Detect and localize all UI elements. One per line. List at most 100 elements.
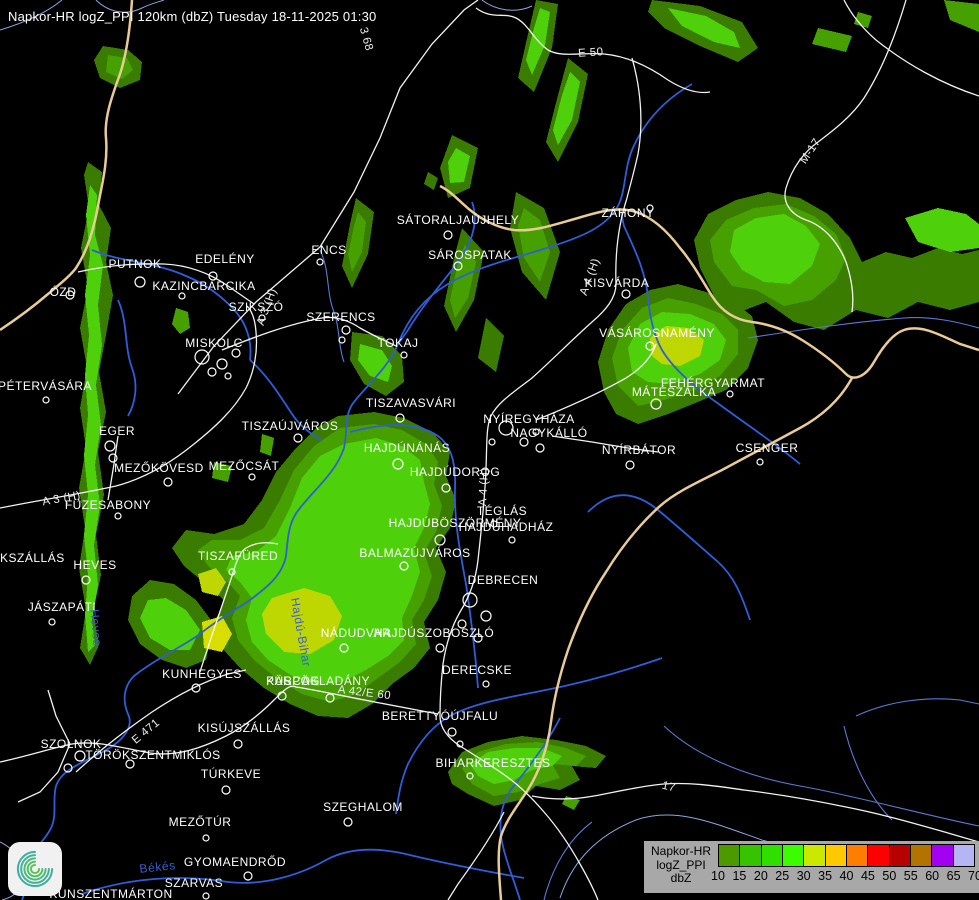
city-marker — [194, 349, 210, 365]
city-marker — [81, 575, 91, 585]
legend-swatch — [889, 845, 911, 866]
city-label: KARCAG — [266, 674, 320, 688]
city-marker — [480, 610, 492, 622]
city-label: HAJDÚNÁNÁS — [364, 440, 450, 455]
city-marker — [224, 372, 232, 380]
city-label: NYÍRBÁTOR — [602, 442, 676, 457]
city-marker — [74, 750, 86, 762]
city-marker — [399, 561, 409, 571]
legend-swatch — [719, 845, 741, 866]
legend-tick: 10 — [711, 869, 725, 883]
city-label: SZIKSZÓ — [229, 299, 284, 314]
city-marker — [645, 341, 655, 351]
legend-tick: 30 — [796, 869, 811, 883]
city-marker — [178, 292, 186, 300]
city-label: KUNHEGYES — [162, 667, 242, 681]
city-marker — [443, 230, 453, 240]
legend-color-scale: 10 15 20 25 30 35 40 45 50 55 60 65 70 — [711, 844, 979, 893]
city-marker — [498, 420, 514, 436]
city-marker — [457, 619, 467, 629]
city-marker — [163, 477, 173, 487]
city-marker — [625, 460, 635, 470]
city-label: EDELÉNY — [195, 251, 255, 266]
city-label: ZÁHONY — [601, 205, 654, 220]
legend-line-product: logZ_PPI — [656, 857, 706, 872]
legend-swatch — [804, 845, 826, 866]
legend-swatch-row — [718, 844, 975, 867]
city-label: MEZŐTÚR — [169, 814, 232, 829]
city-marker — [258, 314, 266, 322]
city-label: ENCS — [311, 243, 346, 257]
road-label: E 50 — [578, 46, 604, 60]
city-marker — [208, 271, 218, 281]
city-marker — [243, 871, 253, 881]
city-label: SZARVAS — [165, 876, 223, 890]
city-label: BALMAZÚJVÁROS — [359, 545, 470, 560]
city-marker — [532, 428, 540, 436]
city-label: MÁTÉSZALKA — [632, 384, 716, 399]
city-marker — [248, 473, 256, 481]
city-marker — [453, 261, 463, 271]
city-label: BIHARKERESZTES — [435, 756, 550, 770]
city-label: SZEGHALOM — [323, 800, 403, 814]
legend-tick: 70 — [968, 869, 979, 883]
city-label: NAGYKÁLLÓ — [510, 425, 587, 440]
city-label: NÁDUDVAR — [321, 625, 391, 640]
city-marker — [231, 348, 241, 358]
legend-tick: 40 — [839, 869, 854, 883]
legend-swatch — [868, 845, 890, 866]
city-label: EGER — [99, 424, 135, 438]
city-marker — [392, 458, 404, 470]
city-marker — [233, 739, 243, 749]
city-marker — [108, 453, 118, 463]
city-marker — [447, 727, 457, 737]
city-marker — [508, 536, 516, 544]
city-label: PÜSPÖKLADÁNY — [266, 673, 370, 688]
legend-tick: 25 — [775, 869, 790, 883]
city-marker — [104, 440, 116, 452]
city-label: HAJDÚHADHÁZ — [459, 519, 554, 534]
legend-swatch — [846, 845, 869, 866]
city-marker — [42, 396, 50, 404]
city-label: KUNSZENTMÁRTON — [49, 886, 172, 900]
region-label: Heves — [87, 609, 104, 647]
city-label: PUTNOK — [108, 257, 161, 271]
legend-tick: 45 — [860, 869, 875, 883]
city-marker — [400, 351, 408, 359]
city-marker — [482, 680, 490, 688]
city-label: DERECSKE — [442, 663, 512, 677]
city-label: VÁSÁROSNAMÉNY — [599, 325, 715, 340]
city-labels: PUTNOK EDELÉNY KAZINCBARCIKA SZIKSZÓ MISKOLC… — [0, 205, 798, 900]
river-lines — [21, 83, 801, 900]
city-marker — [473, 633, 483, 643]
city-marker — [488, 438, 496, 446]
city-marker — [441, 483, 451, 493]
road-labels: 3 68E 50M-17A 3 (H)A 3 (H)A 4 (H)A 4 (H)… — [41, 26, 823, 795]
city-marker — [63, 763, 73, 773]
city-label: NYÍREGYHÁZA — [483, 411, 575, 426]
city-label: CSENGER — [736, 441, 799, 455]
city-label: HEVES — [73, 558, 116, 572]
city-marker — [519, 437, 529, 447]
city-marker — [191, 683, 201, 693]
road-label: A 4 (H) — [477, 467, 491, 506]
road-label: M-17 — [798, 136, 824, 166]
city-label: SÁROSPATAK — [428, 247, 512, 262]
city-marker — [125, 759, 135, 769]
city-label: KAZINCBARCIKA — [152, 279, 255, 293]
city-label: KSZÁLLÁS — [0, 550, 65, 565]
legend-panel: Napkor-HR logZ_PPI dbZ 10 15 20 25 30 35 40 45 5… — [644, 841, 979, 893]
city-marker — [202, 892, 210, 900]
legend-tick: 65 — [946, 869, 961, 883]
road-label: E 471 — [130, 717, 162, 747]
city-label: KISVÁRDA — [585, 275, 650, 290]
city-label: TOKAJ — [378, 336, 419, 350]
city-marker — [228, 568, 236, 576]
city-marker — [65, 290, 75, 300]
city-label: DEBRECEN — [468, 573, 539, 587]
city-label: MISKOLC — [185, 336, 243, 350]
city-label: TISZAVASVÁRI — [366, 395, 456, 410]
city-markers — [42, 204, 764, 900]
legend-swatch — [761, 845, 783, 866]
city-label: MEZŐCSÁT — [209, 458, 280, 473]
